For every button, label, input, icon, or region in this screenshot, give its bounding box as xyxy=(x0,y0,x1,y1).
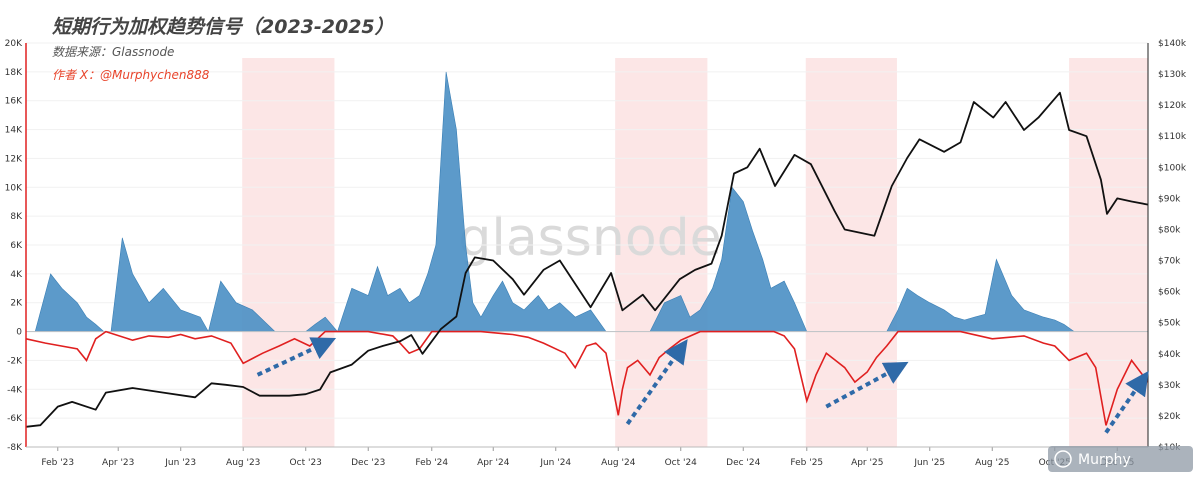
y-right-tick-label: $20k xyxy=(1158,412,1181,422)
y-left-tick-label: 0 xyxy=(16,328,22,338)
highlight-band-1 xyxy=(615,58,708,447)
badge-text: Murphy xyxy=(1078,452,1131,468)
x-tick-label: Jun '25 xyxy=(913,458,945,468)
red-series-line xyxy=(25,330,1149,426)
title-block: 短期行为加权趋势信号（2023-2025） 数据来源：Glassnode 作者 … xyxy=(52,16,394,82)
x-tick-label: Apr '25 xyxy=(851,458,883,468)
x-tick-label: Aug '23 xyxy=(226,458,260,468)
y-left-tick-label: 20K xyxy=(5,39,23,49)
y-left-tick-label: -8K xyxy=(7,443,23,453)
chart-author: 作者 X：@Murphychen888 xyxy=(52,68,210,82)
y-left-tick-label: 4K xyxy=(10,270,23,280)
y-left-tick-label: 8K xyxy=(10,212,23,222)
y-left-tick-label: 10K xyxy=(5,183,23,193)
y-right-tick-label: $100k xyxy=(1158,163,1187,173)
y-left-tick-label: 14K xyxy=(5,126,23,136)
y-right-tick-label: $110k xyxy=(1158,132,1187,142)
trend-arrow-2 xyxy=(825,361,909,409)
x-tick-label: Jun '24 xyxy=(539,458,571,468)
red-series xyxy=(25,330,1149,426)
highlight-bands xyxy=(242,58,1148,447)
y-left-tick-label: 6K xyxy=(10,241,23,251)
y-right-tick-label: $60k xyxy=(1158,288,1181,298)
y-right-tick-label: $70k xyxy=(1158,257,1181,267)
x-tick-label: Apr '24 xyxy=(477,458,510,468)
highlight-band-2 xyxy=(805,58,897,447)
x-tick-label: Oct '23 xyxy=(290,458,322,468)
x-tick-label: Jun '23 xyxy=(164,458,196,468)
y-left-tick-label: 2K xyxy=(10,299,23,309)
trend-arrow-1 xyxy=(625,339,688,426)
y-left-tick-label: 12K xyxy=(5,154,23,164)
y-right-tick-label: $90k xyxy=(1158,194,1181,204)
y-right-tick-label: $30k xyxy=(1158,381,1181,391)
y-left-tick-label: 18K xyxy=(5,68,23,78)
y-left-tick-label: -2K xyxy=(7,356,23,366)
area-series xyxy=(25,71,1149,333)
price-series xyxy=(25,91,1149,428)
badge-logo-icon xyxy=(1054,450,1072,468)
highlight-band-0 xyxy=(242,58,335,447)
y-left-tick-label: -6K xyxy=(7,414,23,424)
price-series-line xyxy=(25,91,1149,428)
y-right-tick-label: $130k xyxy=(1158,70,1187,80)
trend-arrow-0 xyxy=(256,337,337,377)
x-tick-label: Oct '24 xyxy=(665,458,698,468)
watermark-text: glassnode xyxy=(458,208,721,268)
x-tick-label: Aug '24 xyxy=(601,458,636,468)
x-tick-label: Feb '23 xyxy=(41,458,74,468)
y-right-tick-label: $120k xyxy=(1158,101,1187,111)
x-tick-label: Dec '23 xyxy=(351,458,385,468)
x-tick-label: Feb '25 xyxy=(790,458,823,468)
y-right-tick-label: $80k xyxy=(1158,225,1181,235)
chart-title: 短期行为加权趋势信号（2023-2025） xyxy=(52,16,394,38)
trend-arrows xyxy=(256,337,1149,434)
trend-arrow-3 xyxy=(1104,370,1149,434)
x-tick-label: Apr '23 xyxy=(102,458,134,468)
badge-group: Murphy xyxy=(1048,446,1193,472)
y-right-tick-label: $40k xyxy=(1158,350,1181,360)
chart-subtitle: 数据来源：Glassnode xyxy=(52,45,174,59)
grid-lines xyxy=(26,42,1148,448)
highlight-band-3 xyxy=(1069,58,1148,447)
y-left-tick-label: 16K xyxy=(5,97,23,107)
area-series-path xyxy=(25,71,1149,333)
x-tick-label: Feb '24 xyxy=(415,458,448,468)
y-right-tick-label: $50k xyxy=(1158,319,1181,329)
watermark-group: glassnode xyxy=(458,208,721,268)
badge-background xyxy=(1048,446,1193,472)
x-tick-label: Dec '24 xyxy=(726,458,760,468)
y-right-tick-label: $140k xyxy=(1158,39,1187,49)
y-left-tick-label: -4K xyxy=(7,385,23,395)
x-tick-label: Aug '25 xyxy=(975,458,1009,468)
